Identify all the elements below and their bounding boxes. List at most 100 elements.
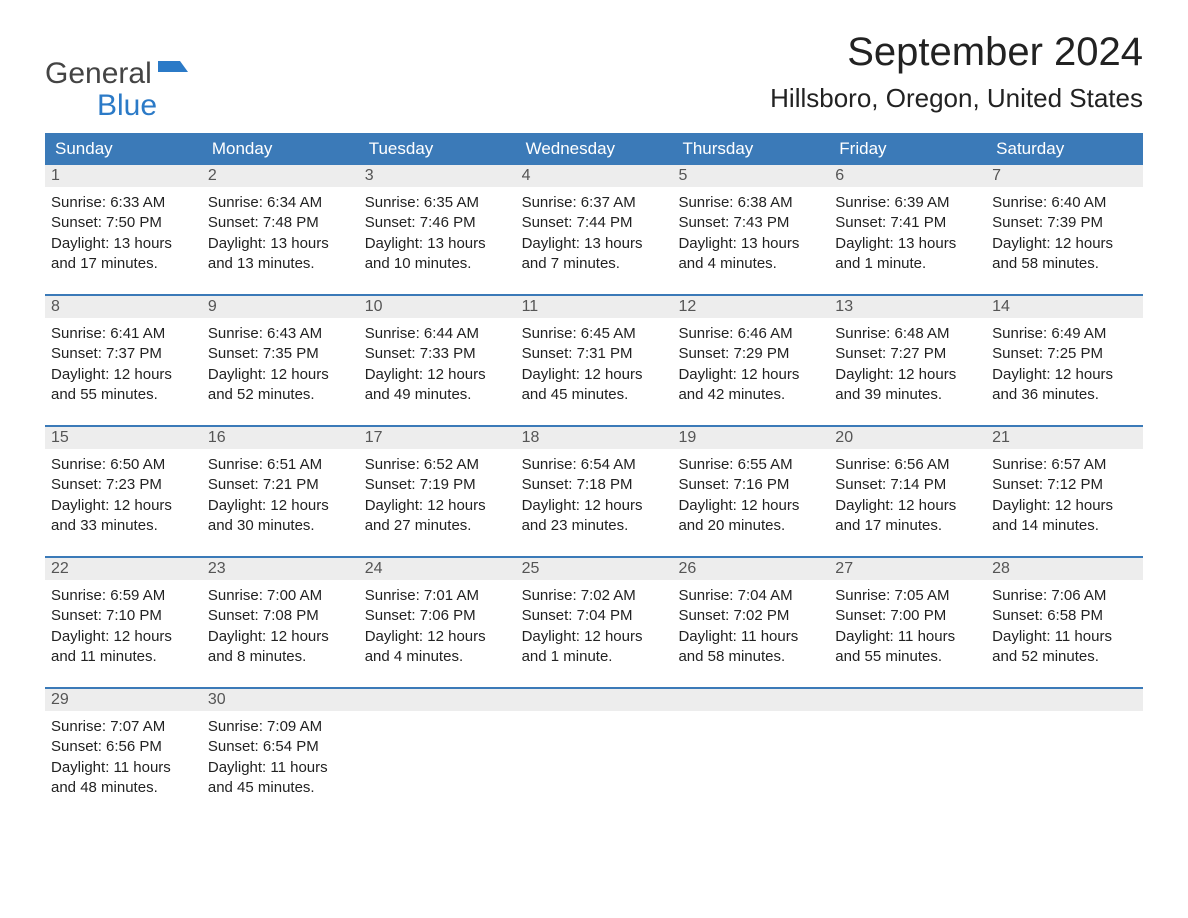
day-cell: 24Sunrise: 7:01 AMSunset: 7:06 PMDayligh… [359, 558, 516, 673]
daylight-line: Daylight: 12 hours and 39 minutes. [835, 365, 980, 406]
day-body: Sunrise: 7:00 AMSunset: 7:08 PMDaylight:… [202, 580, 359, 673]
day-cell: 26Sunrise: 7:04 AMSunset: 7:02 PMDayligh… [672, 558, 829, 673]
day-body [672, 711, 829, 723]
flag-icon [158, 58, 188, 90]
day-cell: 28Sunrise: 7:06 AMSunset: 6:58 PMDayligh… [986, 558, 1143, 673]
sunrise-line: Sunrise: 6:45 AM [522, 324, 667, 344]
day-body: Sunrise: 6:33 AMSunset: 7:50 PMDaylight:… [45, 187, 202, 280]
sunset-line: Sunset: 7:25 PM [992, 344, 1137, 364]
daylight-line: Daylight: 12 hours and 4 minutes. [365, 627, 510, 668]
day-cell: 11Sunrise: 6:45 AMSunset: 7:31 PMDayligh… [516, 296, 673, 411]
sunrise-line: Sunrise: 6:41 AM [51, 324, 196, 344]
sunrise-line: Sunrise: 6:34 AM [208, 193, 353, 213]
day-cell: 15Sunrise: 6:50 AMSunset: 7:23 PMDayligh… [45, 427, 202, 542]
day-body: Sunrise: 7:07 AMSunset: 6:56 PMDaylight:… [45, 711, 202, 804]
daylight-line: Daylight: 12 hours and 45 minutes. [522, 365, 667, 406]
sunset-line: Sunset: 7:10 PM [51, 606, 196, 626]
day-cell [359, 689, 516, 804]
day-number [672, 689, 829, 711]
sunrise-line: Sunrise: 7:04 AM [678, 586, 823, 606]
day-body [516, 711, 673, 723]
day-number: 28 [986, 558, 1143, 580]
day-number: 5 [672, 165, 829, 187]
day-cell: 12Sunrise: 6:46 AMSunset: 7:29 PMDayligh… [672, 296, 829, 411]
day-body: Sunrise: 6:41 AMSunset: 7:37 PMDaylight:… [45, 318, 202, 411]
daylight-line: Daylight: 12 hours and 33 minutes. [51, 496, 196, 537]
day-cell: 4Sunrise: 6:37 AMSunset: 7:44 PMDaylight… [516, 165, 673, 280]
day-number: 8 [45, 296, 202, 318]
daylight-line: Daylight: 13 hours and 7 minutes. [522, 234, 667, 275]
sunrise-line: Sunrise: 6:43 AM [208, 324, 353, 344]
day-header: Friday [829, 133, 986, 165]
sunrise-line: Sunrise: 6:48 AM [835, 324, 980, 344]
day-number: 27 [829, 558, 986, 580]
daylight-line: Daylight: 13 hours and 13 minutes. [208, 234, 353, 275]
sunset-line: Sunset: 7:14 PM [835, 475, 980, 495]
day-number: 13 [829, 296, 986, 318]
daylight-line: Daylight: 13 hours and 1 minute. [835, 234, 980, 275]
sunset-line: Sunset: 7:46 PM [365, 213, 510, 233]
logo-text-blue: Blue [45, 90, 188, 122]
sunset-line: Sunset: 7:08 PM [208, 606, 353, 626]
day-number: 11 [516, 296, 673, 318]
day-header: Wednesday [516, 133, 673, 165]
sunset-line: Sunset: 6:56 PM [51, 737, 196, 757]
sunset-line: Sunset: 7:48 PM [208, 213, 353, 233]
daylight-line: Daylight: 11 hours and 58 minutes. [678, 627, 823, 668]
sunset-line: Sunset: 7:12 PM [992, 475, 1137, 495]
daylight-line: Daylight: 12 hours and 49 minutes. [365, 365, 510, 406]
sunrise-line: Sunrise: 6:46 AM [678, 324, 823, 344]
sunset-line: Sunset: 7:41 PM [835, 213, 980, 233]
day-number: 17 [359, 427, 516, 449]
daylight-line: Daylight: 12 hours and 30 minutes. [208, 496, 353, 537]
day-number: 23 [202, 558, 359, 580]
day-header: Thursday [672, 133, 829, 165]
day-number: 14 [986, 296, 1143, 318]
daylight-line: Daylight: 11 hours and 55 minutes. [835, 627, 980, 668]
day-header: Saturday [986, 133, 1143, 165]
day-body: Sunrise: 6:57 AMSunset: 7:12 PMDaylight:… [986, 449, 1143, 542]
sunset-line: Sunset: 7:33 PM [365, 344, 510, 364]
day-body: Sunrise: 6:52 AMSunset: 7:19 PMDaylight:… [359, 449, 516, 542]
day-body: Sunrise: 6:45 AMSunset: 7:31 PMDaylight:… [516, 318, 673, 411]
day-cell: 17Sunrise: 6:52 AMSunset: 7:19 PMDayligh… [359, 427, 516, 542]
day-body: Sunrise: 6:50 AMSunset: 7:23 PMDaylight:… [45, 449, 202, 542]
day-cell: 13Sunrise: 6:48 AMSunset: 7:27 PMDayligh… [829, 296, 986, 411]
sunset-line: Sunset: 7:23 PM [51, 475, 196, 495]
header: General Blue September 2024 Hillsboro, O… [45, 30, 1143, 121]
day-number: 2 [202, 165, 359, 187]
day-cell [672, 689, 829, 804]
day-header-row: SundayMondayTuesdayWednesdayThursdayFrid… [45, 133, 1143, 165]
day-number: 4 [516, 165, 673, 187]
day-number: 1 [45, 165, 202, 187]
location: Hillsboro, Oregon, United States [770, 83, 1143, 114]
day-body: Sunrise: 6:48 AMSunset: 7:27 PMDaylight:… [829, 318, 986, 411]
day-cell: 27Sunrise: 7:05 AMSunset: 7:00 PMDayligh… [829, 558, 986, 673]
day-header: Tuesday [359, 133, 516, 165]
day-cell: 16Sunrise: 6:51 AMSunset: 7:21 PMDayligh… [202, 427, 359, 542]
sunset-line: Sunset: 7:37 PM [51, 344, 196, 364]
day-body [829, 711, 986, 723]
sunset-line: Sunset: 7:04 PM [522, 606, 667, 626]
day-cell: 7Sunrise: 6:40 AMSunset: 7:39 PMDaylight… [986, 165, 1143, 280]
daylight-line: Daylight: 12 hours and 52 minutes. [208, 365, 353, 406]
sunrise-line: Sunrise: 6:54 AM [522, 455, 667, 475]
day-number: 20 [829, 427, 986, 449]
sunrise-line: Sunrise: 7:01 AM [365, 586, 510, 606]
sunrise-line: Sunrise: 6:57 AM [992, 455, 1137, 475]
day-header: Sunday [45, 133, 202, 165]
sunrise-line: Sunrise: 7:02 AM [522, 586, 667, 606]
day-cell: 1Sunrise: 6:33 AMSunset: 7:50 PMDaylight… [45, 165, 202, 280]
sunrise-line: Sunrise: 6:38 AM [678, 193, 823, 213]
day-cell: 25Sunrise: 7:02 AMSunset: 7:04 PMDayligh… [516, 558, 673, 673]
day-body: Sunrise: 6:59 AMSunset: 7:10 PMDaylight:… [45, 580, 202, 673]
sunset-line: Sunset: 7:31 PM [522, 344, 667, 364]
day-body: Sunrise: 6:39 AMSunset: 7:41 PMDaylight:… [829, 187, 986, 280]
day-number: 19 [672, 427, 829, 449]
day-cell: 20Sunrise: 6:56 AMSunset: 7:14 PMDayligh… [829, 427, 986, 542]
day-body: Sunrise: 7:04 AMSunset: 7:02 PMDaylight:… [672, 580, 829, 673]
sunset-line: Sunset: 7:29 PM [678, 344, 823, 364]
sunset-line: Sunset: 6:58 PM [992, 606, 1137, 626]
day-number: 24 [359, 558, 516, 580]
week: 22Sunrise: 6:59 AMSunset: 7:10 PMDayligh… [45, 556, 1143, 673]
